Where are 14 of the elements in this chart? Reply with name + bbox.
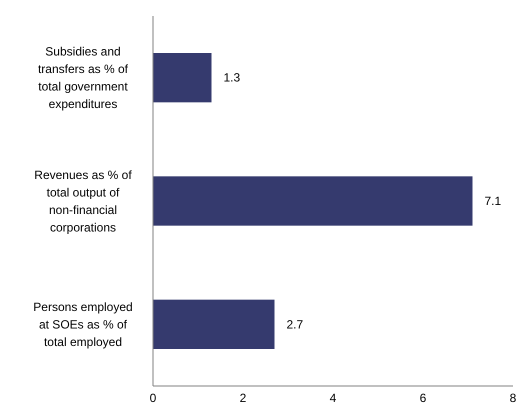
bar	[153, 176, 472, 226]
y-tick-label: Persons employed at SOEs as % of total employed	[33, 300, 133, 349]
x-tick-label: 0	[150, 391, 157, 405]
x-tick-label: 4	[330, 391, 337, 405]
data-label: 1.3	[224, 70, 241, 85]
x-tick-label: 8	[510, 391, 517, 405]
data-label: 7.1	[484, 194, 502, 208]
y-tick-label: Subsidies and transfers as % of total government expenditures	[38, 44, 129, 111]
x-tick-label: 2	[240, 391, 247, 405]
bar	[153, 53, 212, 102]
x-tick-label: 6	[420, 391, 427, 405]
data-label: 2.7	[286, 317, 304, 332]
bar	[153, 300, 274, 349]
y-tick-label: Revenues as % of total output of non-financial corporations	[34, 168, 132, 234]
